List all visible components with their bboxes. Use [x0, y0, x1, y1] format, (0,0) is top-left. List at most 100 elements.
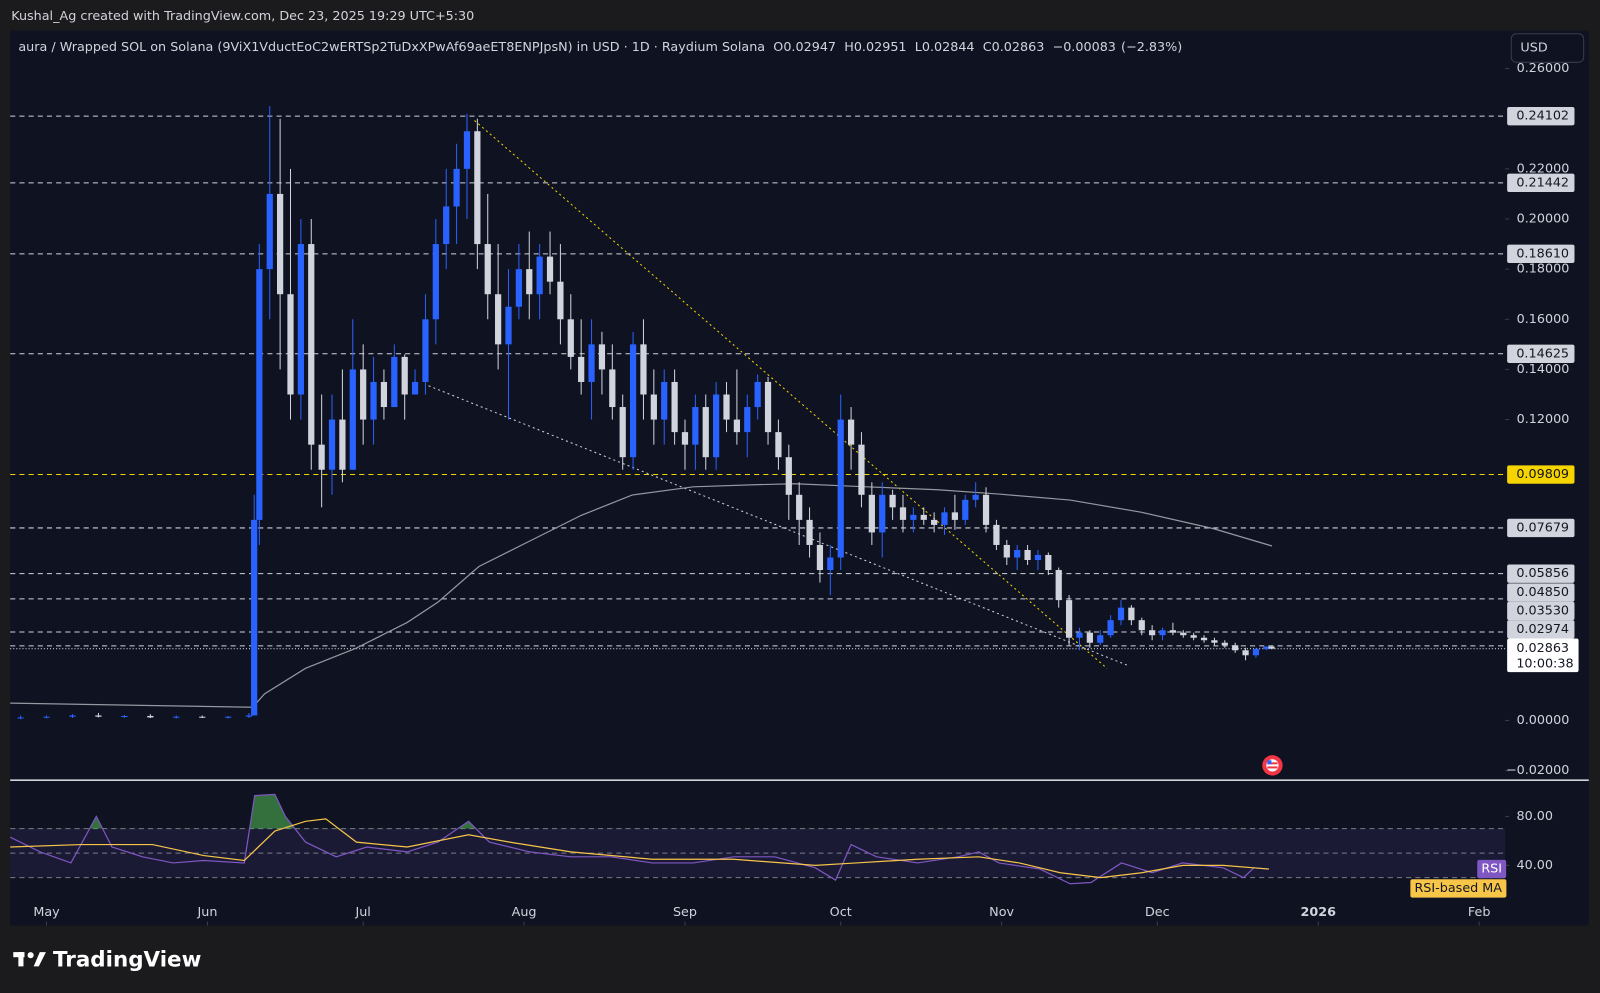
candle-body — [147, 715, 154, 718]
x-tick-label: May — [33, 905, 60, 920]
candle-body — [733, 419, 741, 433]
candle-body — [567, 319, 574, 357]
candle-body — [650, 394, 657, 420]
candle-body — [546, 256, 554, 282]
candle-body — [453, 168, 460, 207]
candle-body — [308, 244, 315, 445]
candle-body — [1211, 640, 1218, 643]
candle-body — [173, 716, 180, 718]
series-tag: RSI-based MA — [1414, 881, 1502, 896]
y-tick-label: 0.12000 — [1517, 412, 1570, 427]
y-tick-label: 0.26000 — [1517, 61, 1570, 76]
candle-body — [910, 514, 917, 520]
candle-body — [775, 432, 782, 458]
candle-body — [661, 381, 668, 420]
candle-body — [297, 244, 304, 395]
x-tick-label: Oct — [830, 905, 852, 920]
candle-body — [1242, 650, 1249, 656]
candle-body — [723, 394, 730, 420]
level-label: 0.21442 — [1516, 175, 1569, 190]
candle-body — [609, 369, 616, 408]
level-label-bg — [1507, 344, 1575, 363]
candle-body — [858, 444, 865, 495]
legend-text: 0.02947 — [783, 40, 836, 55]
level-label-bg — [1507, 465, 1575, 484]
overbought-fill — [10, 794, 1269, 829]
candle-body — [962, 499, 969, 520]
y-tick-label: 0.00000 — [1517, 713, 1570, 728]
currency-label[interactable]: USD — [1520, 41, 1547, 56]
candle-body — [1200, 637, 1208, 641]
candle-body — [1107, 620, 1114, 636]
candle-body — [287, 294, 294, 395]
legend-text: 0.02844 — [922, 40, 975, 55]
candle-body — [318, 444, 325, 470]
y-tick-label: 0.16000 — [1517, 312, 1570, 327]
x-tick-label: Sep — [673, 905, 697, 920]
candle-body — [578, 356, 585, 382]
level-label-bg — [1507, 518, 1575, 538]
x-tick-label: 2026 — [1300, 905, 1336, 920]
rsi-line — [9, 793, 1270, 885]
candle-body — [463, 131, 471, 169]
candle-body — [702, 407, 709, 458]
candle-body — [1014, 549, 1021, 558]
candle-body — [692, 407, 699, 445]
candle-body — [1190, 635, 1197, 638]
candle-body — [920, 514, 927, 520]
candle-body — [951, 512, 959, 520]
level-label: 0.02974 — [1516, 622, 1569, 637]
candle-body — [17, 717, 24, 719]
candle-body — [411, 381, 419, 395]
countdown: 10:00:38 — [1516, 656, 1573, 671]
level-label: 0.18610 — [1516, 246, 1569, 261]
last-price-bg — [1507, 638, 1579, 673]
candle-body — [1024, 549, 1031, 560]
legend-text: 0.02863 — [992, 40, 1045, 55]
candle-body — [199, 716, 206, 718]
candle-body — [941, 512, 948, 525]
candle-body — [245, 715, 253, 717]
legend-text: (−2.83%) — [1121, 40, 1182, 55]
candle-body — [505, 306, 512, 345]
x-tick-label: Dec — [1145, 905, 1170, 920]
candle-body — [1180, 632, 1187, 636]
candle-body — [443, 206, 450, 245]
level-label-bg — [1507, 620, 1575, 639]
level-label: 0.05856 — [1516, 566, 1569, 581]
candle-body — [982, 494, 990, 525]
y-tick-label: 0.22000 — [1517, 161, 1570, 176]
moving-average — [10, 483, 1273, 708]
y-tick-label: 0.20000 — [1517, 211, 1570, 226]
currency-button[interactable] — [1510, 33, 1585, 63]
legend-text: H — [844, 40, 854, 55]
candle-body — [899, 507, 907, 520]
candle-body — [380, 381, 388, 408]
candle-body — [432, 244, 439, 320]
legend-text: aura / Wrapped SOL on Solana (9ViX1Vduct… — [18, 40, 765, 55]
legend-text: L — [915, 40, 923, 55]
x-tick-label: Feb — [1468, 905, 1491, 920]
candle-body — [1149, 630, 1156, 636]
candle-body — [1097, 635, 1104, 643]
brand-name: TradingView — [53, 947, 202, 972]
level-label-bg — [1507, 173, 1575, 193]
candle-body — [536, 256, 543, 295]
candle-body — [1268, 646, 1275, 649]
candle-body — [744, 407, 751, 433]
candle-body — [754, 381, 761, 408]
candle-body — [256, 269, 263, 520]
candle-body — [713, 394, 720, 458]
level-label: 0.07679 — [1516, 520, 1569, 535]
level-label-bg — [1507, 244, 1575, 264]
candle-body — [1138, 620, 1145, 631]
candle-body — [277, 193, 284, 295]
candle-body — [1003, 544, 1010, 558]
candle-body — [370, 381, 377, 420]
legend-text: −0.00083 — [1053, 40, 1116, 55]
candle-body — [95, 715, 102, 717]
candle-body — [1117, 607, 1125, 621]
legend-text: 0.02951 — [854, 40, 907, 55]
